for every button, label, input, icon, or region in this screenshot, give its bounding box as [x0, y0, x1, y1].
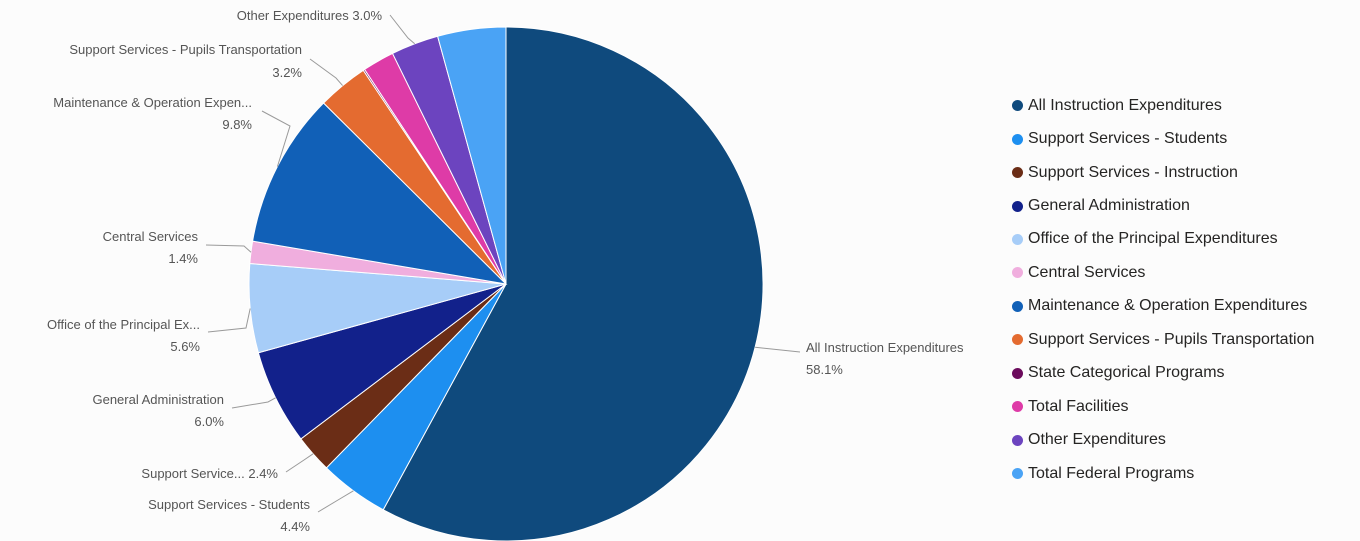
- legend-marker-icon: [1012, 200, 1023, 212]
- data-label-name: General Administration: [92, 392, 224, 407]
- legend-label: Other Expenditures: [1028, 431, 1166, 449]
- legend-item-office-of-the-principal-expenditures[interactable]: Office of the Principal Expenditures: [1012, 223, 1314, 256]
- legend-label: Office of the Principal Expenditures: [1028, 230, 1278, 248]
- legend-label: State Categorical Programs: [1028, 364, 1225, 382]
- legend-marker-icon: [1012, 300, 1023, 312]
- legend-item-other-expenditures[interactable]: Other Expenditures: [1012, 423, 1314, 456]
- legend-marker-icon: [1012, 468, 1023, 480]
- leader-line: [755, 346, 801, 353]
- leader-line: [309, 58, 343, 86]
- data-label-name: Maintenance & Operation Expen...: [53, 95, 252, 110]
- data-label-name: Support Service... 2.4%: [141, 466, 278, 481]
- legend-item-support-services-instruction[interactable]: Support Services - Instruction: [1012, 156, 1314, 189]
- legend-marker-icon: [1012, 133, 1023, 145]
- pie-slice-total-federal-programs[interactable]: [436, 26, 507, 285]
- legend-marker-icon: [1012, 367, 1023, 379]
- legend-marker-icon: [1012, 434, 1023, 446]
- legend-label: Support Services - Students: [1028, 130, 1228, 148]
- data-label-name: Central Services: [103, 229, 199, 244]
- pie-chart: All Instruction Expenditures 58.1% Support…: [47, 8, 964, 541]
- legend-label: All Instruction Expenditures: [1028, 96, 1222, 114]
- legend-label: Maintenance & Operation Expenditures: [1028, 297, 1308, 315]
- legend-marker-icon: [1012, 267, 1023, 279]
- chart-legend: All Instruction Expenditures Support Serv…: [1012, 89, 1314, 490]
- data-label-name: Support Services - Pupils Transportation: [69, 42, 302, 57]
- data-label-percent: 6.0%: [194, 414, 224, 429]
- legend-item-all-instruction-expenditures[interactable]: All Instruction Expenditures: [1012, 89, 1314, 122]
- data-label-name: All Instruction Expenditures: [806, 340, 964, 355]
- data-label-percent: 5.6%: [170, 339, 200, 354]
- legend-item-state-categorical-programs[interactable]: State Categorical Programs: [1012, 357, 1314, 390]
- legend-item-total-federal-programs[interactable]: Total Federal Programs: [1012, 457, 1314, 490]
- data-label-percent: 3.2%: [272, 65, 302, 80]
- legend-label: Total Facilities: [1028, 397, 1129, 415]
- legend-label: Support Services - Pupils Transportation: [1028, 330, 1315, 348]
- legend-item-maintenance-and-operation-expenditures[interactable]: Maintenance & Operation Expenditures: [1012, 290, 1314, 323]
- legend-item-central-services[interactable]: Central Services: [1012, 256, 1314, 289]
- leader-line: [207, 308, 251, 333]
- data-label-name: Other Expenditures 3.0%: [237, 8, 383, 23]
- data-label-percent: 1.4%: [168, 251, 198, 266]
- legend-item-total-facilities[interactable]: Total Facilities: [1012, 390, 1314, 423]
- legend-label: Total Federal Programs: [1028, 464, 1195, 482]
- legend-item-general-administration[interactable]: General Administration: [1012, 189, 1314, 222]
- leader-line: [205, 244, 252, 253]
- legend-marker-icon: [1012, 334, 1023, 346]
- leader-line: [231, 397, 276, 409]
- data-label-percent: 9.8%: [222, 117, 252, 132]
- legend-marker-icon: [1012, 167, 1023, 179]
- data-label-percent: 58.1%: [806, 362, 843, 377]
- legend-marker-icon: [1012, 233, 1023, 245]
- data-label-name: Office of the Principal Ex...: [47, 317, 200, 332]
- leader-line: [261, 110, 291, 167]
- legend-label: Central Services: [1028, 263, 1146, 281]
- legend-label: Support Services - Instruction: [1028, 163, 1238, 181]
- data-label-percent: 4.4%: [280, 519, 310, 534]
- leader-line: [317, 490, 354, 513]
- legend-marker-icon: [1012, 401, 1023, 413]
- leader-line: [389, 14, 416, 45]
- leader-line: [285, 453, 314, 473]
- legend-marker-icon: [1012, 100, 1023, 112]
- data-label-name: Support Services - Students: [148, 497, 310, 512]
- legend-item-support-services-students[interactable]: Support Services - Students: [1012, 122, 1314, 155]
- legend-item-support-services-pupils-transportation[interactable]: Support Services - Pupils Transportation: [1012, 323, 1314, 356]
- legend-label: General Administration: [1028, 197, 1190, 215]
